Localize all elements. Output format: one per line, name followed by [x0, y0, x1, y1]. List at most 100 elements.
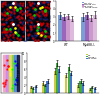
Point [33, 16, 35, 17]
Point [26, 12, 28, 13]
Bar [70, 73, 72, 93]
Point [31, 1, 33, 2]
Point [2, 40, 4, 41]
Bar [54, 71, 56, 93]
Point [45, 14, 47, 16]
Point [20, 17, 21, 19]
Point [26, 15, 28, 16]
Point [45, 31, 47, 33]
Point [13, 7, 15, 8]
Point [10, 14, 11, 15]
Point [12, 28, 14, 30]
Point [36, 8, 38, 9]
Bar [65, 75, 67, 93]
Point [35, 13, 37, 15]
Point [44, 29, 45, 30]
Point [11, 25, 12, 26]
Point [5, 23, 7, 24]
Point [32, 38, 34, 39]
Point [9, 33, 10, 35]
Point [36, 25, 37, 26]
Point [4, 81, 6, 83]
Point [19, 39, 21, 40]
Point [34, 33, 35, 34]
Point [47, 10, 49, 12]
Point [14, 83, 16, 85]
Point [10, 40, 11, 42]
Point [3, 35, 4, 36]
Point [1, 18, 2, 19]
Point [19, 8, 20, 9]
Point [1, 14, 2, 15]
Point [14, 27, 16, 29]
Point [39, 22, 41, 23]
Point [47, 12, 49, 14]
Point [13, 15, 15, 17]
Point [34, 40, 36, 42]
Point [41, 17, 42, 19]
Point [45, 1, 47, 3]
Point [32, 10, 34, 11]
Point [22, 10, 24, 12]
Point [42, 7, 43, 8]
Point [17, 23, 19, 25]
Point [26, 6, 28, 7]
Point [14, 4, 16, 5]
Point [18, 12, 20, 13]
Point [22, 5, 24, 6]
Point [42, 39, 44, 40]
Point [12, 33, 14, 35]
Bar [42, 83, 44, 93]
Point [19, 11, 21, 12]
Point [42, 13, 44, 14]
Point [24, 29, 25, 30]
Point [8, 10, 10, 12]
Point [7, 36, 9, 38]
Point [6, 31, 7, 32]
Point [15, 2, 16, 3]
Point [41, 29, 42, 30]
Point [28, 2, 29, 3]
Point [26, 11, 27, 13]
Point [16, 2, 18, 4]
Point [22, 18, 23, 19]
Point [34, 4, 35, 5]
Point [32, 18, 33, 19]
Point [24, 26, 25, 28]
Point [17, 34, 19, 36]
Point [45, 36, 46, 37]
Point [37, 40, 39, 42]
Point [45, 18, 47, 19]
Point [16, 9, 18, 10]
Bar [81, 17, 85, 41]
Point [34, 11, 36, 12]
Point [36, 15, 37, 17]
Point [3, 10, 5, 11]
Point [36, 31, 37, 33]
Point [38, 29, 40, 30]
Point [46, 6, 47, 7]
Point [11, 21, 12, 23]
Bar [91, 87, 93, 93]
Point [41, 23, 42, 24]
Point [14, 17, 16, 19]
Point [27, 10, 28, 11]
Point [25, 39, 27, 41]
Bar [85, 15, 89, 41]
Point [6, 21, 7, 23]
Point [37, 13, 38, 14]
Point [23, 13, 24, 15]
Point [41, 14, 43, 15]
Point [43, 28, 44, 29]
Point [20, 35, 21, 37]
Point [22, 27, 23, 28]
Point [16, 79, 17, 80]
Point [29, 3, 30, 5]
Point [37, 14, 39, 16]
Point [34, 7, 35, 9]
Point [12, 87, 13, 88]
Point [10, 31, 12, 32]
Point [39, 32, 41, 34]
Point [11, 8, 13, 10]
Point [6, 36, 8, 37]
